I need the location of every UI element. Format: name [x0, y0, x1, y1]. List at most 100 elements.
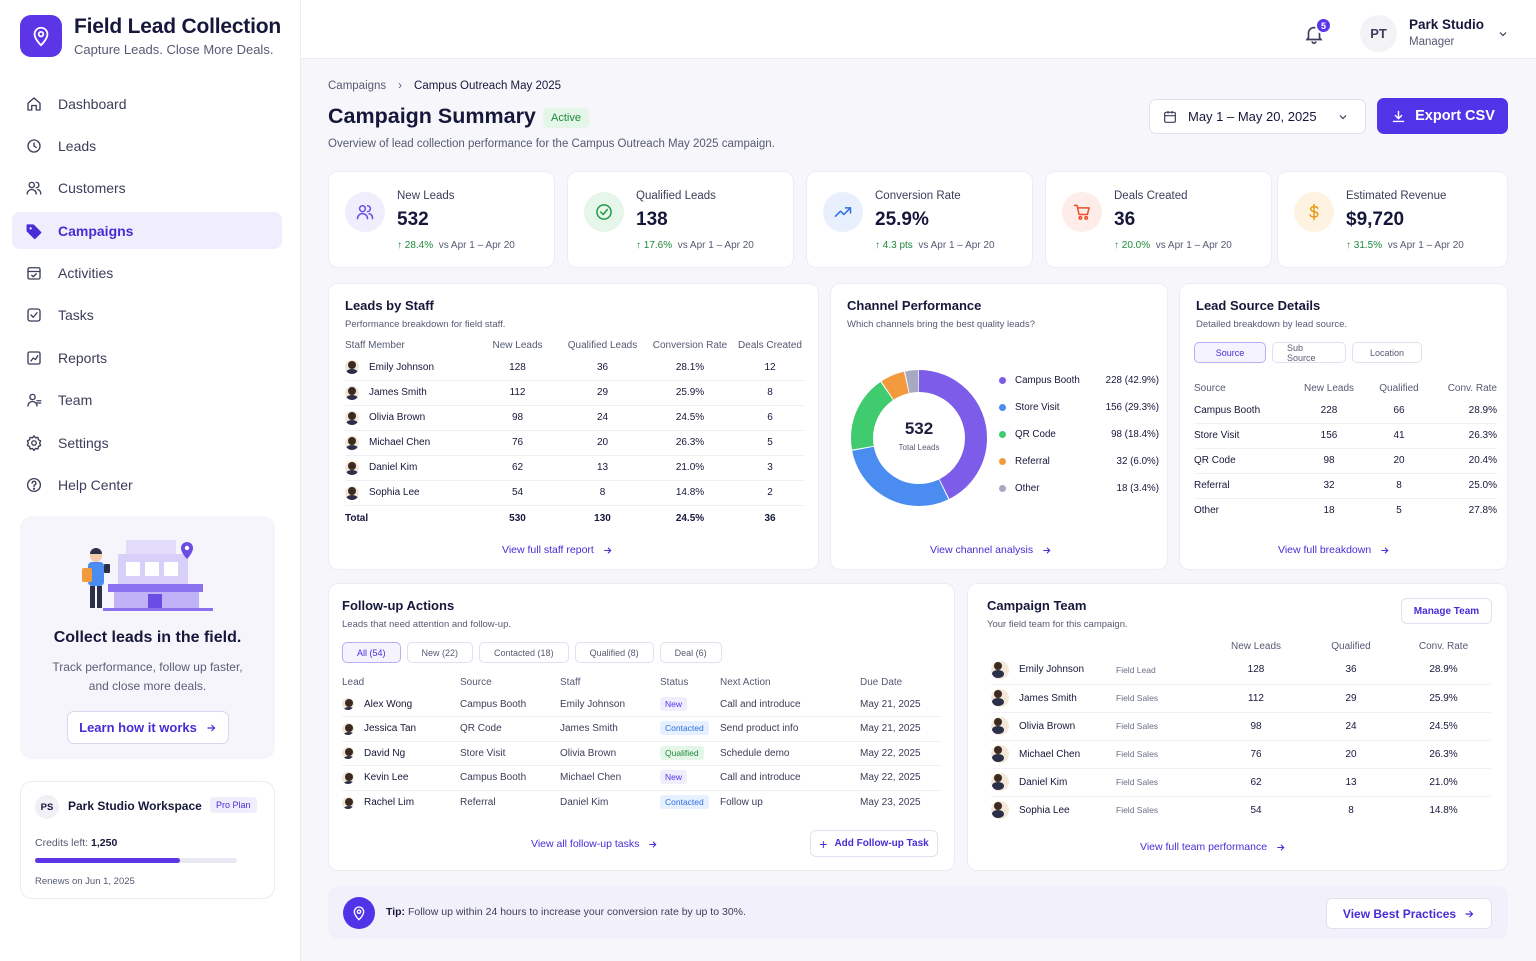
table-row[interactable]: Rachel Lim Referral Daniel Kim Contacted Fol…	[342, 790, 942, 815]
status-cell: Qualified	[660, 741, 720, 766]
lead-source-card: Lead Source Details Detailed breakdown b…	[1179, 283, 1508, 570]
source-tabs: Source Sub Source Location	[1194, 342, 1422, 363]
view-staff-report-link[interactable]: View full staff report	[502, 544, 613, 556]
table-cell: 5	[1396, 505, 1402, 517]
view-team-performance-link[interactable]: View full team performance	[1140, 841, 1286, 853]
view-follow-up-tasks-link[interactable]: View all follow-up tasks	[531, 838, 658, 850]
table-row[interactable]: Daniel Kim 62 13 21.0% 3	[345, 455, 805, 481]
kpi-icon	[584, 192, 624, 232]
table-row[interactable]: Alex Wong Campus Booth Emily Johnson New Cal…	[342, 692, 942, 717]
table-row[interactable]: Emily Johnson 128 36 28.1% 12	[345, 355, 805, 381]
avatar	[342, 698, 354, 710]
table-row[interactable]: Michael Chen 76 20 26.3% 5	[345, 430, 805, 456]
view-best-practices-button[interactable]: View Best Practices	[1326, 898, 1492, 929]
total-cell: 24.5%	[675, 513, 705, 525]
column-header: Status	[660, 676, 689, 688]
table-row[interactable]: QR Code 98 20 20.4%	[1194, 448, 1497, 474]
legend-label: Other	[1015, 483, 1040, 494]
sidebar-item-leads[interactable]: Leads	[12, 127, 282, 164]
status-badge: New	[660, 696, 688, 711]
kpi-change-value: 31.5%	[1353, 240, 1383, 251]
table-row[interactable]: Jessica Tan QR Code James Smith Contacted Se…	[342, 716, 942, 742]
donut-slice-qr-code[interactable]	[851, 370, 987, 506]
table-row[interactable]: Kevin Lee Campus Booth Michael Chen New Call…	[342, 765, 942, 791]
table-cell: 20	[560, 430, 645, 456]
donut-slice-store-visit[interactable]	[851, 370, 987, 506]
chevron-down-icon[interactable]	[1497, 28, 1509, 40]
table-cell: James Smith	[560, 716, 660, 742]
tab-sub-source[interactable]: Sub Source	[1272, 342, 1346, 363]
checkbox-icon	[27, 308, 41, 323]
member-cell: Daniel Kim	[991, 768, 1116, 797]
table-row[interactable]: Other 18 5 27.8%	[1194, 498, 1497, 523]
link-label: View all follow-up tasks	[531, 838, 640, 850]
sidebar-item-settings[interactable]: Settings	[12, 424, 282, 461]
table-row[interactable]: Olivia Brown 98 24 24.5% 6	[345, 405, 805, 431]
export-csv-button[interactable]: Export CSV	[1377, 98, 1508, 134]
sidebar-item-team[interactable]: Team	[12, 382, 282, 419]
tag-icon	[26, 223, 42, 239]
table-cell: 24	[1306, 712, 1396, 741]
view-full-breakdown-link[interactable]: View full breakdown	[1278, 544, 1390, 556]
breadcrumb-parent[interactable]: Campaigns	[328, 80, 387, 92]
tab-new-22[interactable]: New (22)	[406, 642, 474, 663]
table-row[interactable]: Emily Johnson Field Lead 128 36 28.9%	[991, 656, 1491, 685]
sidebar-item-dashboard[interactable]: Dashboard	[12, 85, 282, 122]
sidebar-item-label: Dashboard	[58, 95, 127, 112]
table-row[interactable]: Referral 32 8 25.0%	[1194, 473, 1497, 499]
sidebar-item-help-center[interactable]: Help Center	[12, 467, 282, 504]
tab-qualified-8[interactable]: Qualified (8)	[574, 642, 654, 663]
sidebar-item-activities[interactable]: Activities	[12, 255, 282, 292]
tab-all-54[interactable]: All (54)	[342, 642, 401, 663]
tab-contacted-18[interactable]: Contacted (18)	[479, 642, 569, 663]
sidebar-item-customers[interactable]: Customers	[12, 170, 282, 207]
table-row[interactable]: James Smith 112 29 25.9% 8	[345, 380, 805, 406]
user-name[interactable]: Park Studio	[1409, 17, 1485, 32]
tab-deal-6[interactable]: Deal (6)	[659, 642, 722, 663]
table-header: New Leads Qualified Conv. Rate	[991, 636, 1491, 656]
user-avatar[interactable]: PT	[1360, 15, 1397, 52]
manage-team-button[interactable]: Manage Team	[1401, 598, 1492, 624]
table-row[interactable]: Daniel Kim Field Sales 62 13 21.0%	[991, 768, 1491, 797]
table-cell: 26.3%	[1434, 423, 1497, 449]
workspace-card[interactable]: PS Park Studio Workspace Pro Plan Credit…	[20, 781, 275, 899]
brand[interactable]: Field Lead Collection Capture Leads. Clo…	[20, 15, 281, 57]
table-cell: 112	[1206, 684, 1306, 713]
table-cell: 8	[1364, 473, 1434, 499]
column-header: Lead	[342, 676, 365, 688]
table-row[interactable]: Store Visit 156 41 26.3%	[1194, 423, 1497, 449]
table-row[interactable]: Michael Chen Field Sales 76 20 26.3%	[991, 740, 1491, 769]
tab-location[interactable]: Location	[1352, 342, 1422, 363]
lead-cell: Rachel Lim	[342, 790, 460, 815]
legend-item-other: Other 18 (3.4%)	[999, 475, 1159, 502]
learn-how-label: Learn how it works	[79, 720, 197, 735]
table-row[interactable]: David Ng Store Visit Olivia Brown Qualified…	[342, 741, 942, 766]
location-pin-icon	[20, 15, 62, 57]
donut-chart	[851, 370, 987, 506]
date-range-picker[interactable]: May 1 – May 20, 2025	[1149, 99, 1366, 134]
add-follow-up-button[interactable]: + Add Follow-up Task	[810, 830, 938, 857]
donut-slice-campus-booth[interactable]	[851, 370, 987, 506]
tab-source[interactable]: Source	[1194, 342, 1266, 363]
table-row[interactable]: Sophia Lee Field Sales 54 8 14.8%	[991, 796, 1491, 824]
kpi-label: Qualified Leads	[636, 190, 716, 202]
avatar	[345, 485, 359, 500]
table-row[interactable]: Sophia Lee 54 8 14.8% 2	[345, 480, 805, 506]
kpi-value: $9,720	[1346, 209, 1405, 230]
sidebar-item-tasks[interactable]: Tasks	[12, 297, 282, 334]
main-content: 5 PT Park Studio Manager Campaigns › Cam…	[301, 0, 1536, 961]
donut-center: 532 Total Leads	[844, 419, 994, 452]
sidebar-item-campaigns[interactable]: Campaigns	[12, 212, 282, 250]
kpi-new-leads: New Leads 532 ↑ 28.4% vs Apr 1 – Apr 20	[328, 171, 555, 268]
promo-card: Collect leads in the field. Track perfor…	[20, 516, 275, 759]
table-row[interactable]: Olivia Brown Field Sales 98 24 24.5%	[991, 712, 1491, 741]
table-row[interactable]: James Smith Field Sales 112 29 25.9%	[991, 684, 1491, 713]
column-header: New Leads	[1230, 640, 1282, 652]
view-channel-analysis-link[interactable]: View channel analysis	[930, 544, 1052, 556]
table-row[interactable]: Campus Booth 228 66 28.9%	[1194, 398, 1497, 424]
sidebar-item-reports[interactable]: Reports	[12, 339, 282, 376]
learn-how-button[interactable]: Learn how it works	[67, 711, 229, 744]
status-badge: Qualified	[660, 745, 704, 760]
sidebar-item-label: Team	[58, 392, 93, 409]
lead-cell: Alex Wong	[342, 692, 460, 717]
